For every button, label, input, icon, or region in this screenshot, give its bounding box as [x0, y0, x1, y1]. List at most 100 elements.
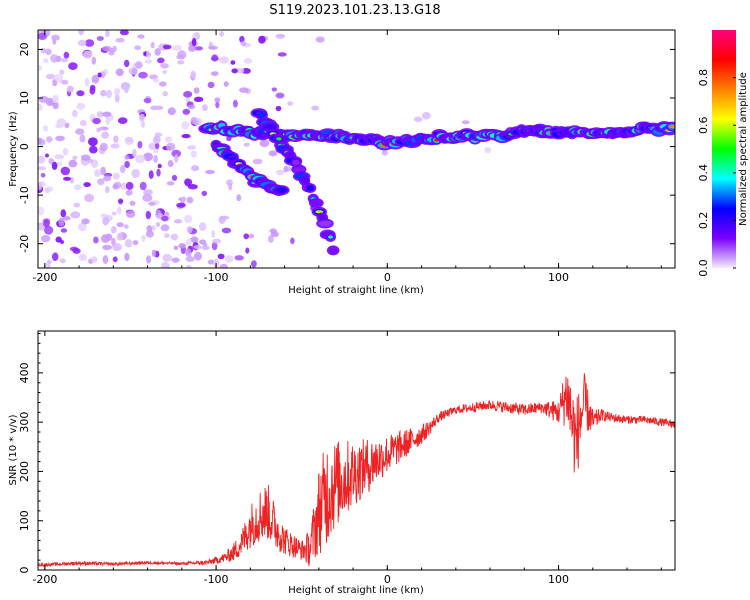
spectrogram-noise-blob	[113, 88, 121, 96]
spectrogram-noise-blob	[176, 202, 186, 208]
spectrogram-noise-blob	[207, 259, 215, 265]
spectrogram-noise-blob	[84, 193, 95, 203]
spectrogram-noise-blob	[38, 137, 43, 145]
spectrogram-noise-blob	[211, 54, 219, 62]
spectrogram-noise-blob	[315, 36, 325, 43]
spectrogram-noise-blob	[208, 45, 219, 50]
spectrogram-noise-blob	[188, 45, 196, 52]
spectrogram-noise-blob	[186, 226, 193, 234]
spectrogram-noise-blob	[145, 230, 154, 238]
spectrogram-noise-blob	[185, 248, 192, 257]
spectrogram-noise-blob	[59, 69, 65, 75]
spectrogram-noise-blob	[38, 32, 47, 40]
spectrogram-noise-blob	[148, 201, 156, 206]
spectrogram-noise-blob	[139, 181, 147, 191]
spectrogram-noise-blob	[240, 41, 247, 47]
spectrogram-noise-blob	[218, 215, 226, 224]
spectrogram-noise-blob	[160, 63, 170, 69]
spectrogram-noise-blob	[190, 70, 197, 79]
spectrogram-noise-blob	[283, 165, 289, 173]
spectrogram-ridge-peak	[276, 137, 282, 141]
spectrogram-noise-blob	[125, 181, 134, 190]
spectrogram-noise-blob	[258, 35, 266, 44]
spectrogram-noise-blob	[131, 169, 140, 178]
spectrogram-noise-blob	[184, 214, 193, 224]
spectrogram-noise-blob	[141, 234, 146, 242]
spectrogram-noise-blob	[138, 71, 148, 79]
spectrogram-ridge-cell	[328, 247, 338, 254]
spectrogram-noise-blob	[155, 142, 160, 150]
spectrogram-noise-blob	[191, 37, 197, 47]
spectrogram-noise-blob	[203, 242, 208, 247]
spectrogram-noise-blob	[193, 87, 200, 94]
spectrogram-noise-blob	[194, 46, 203, 51]
spectrogram-noise-blob	[158, 81, 167, 87]
spectrogram-noise-blob	[155, 222, 161, 227]
spectrogram-noise-blob	[211, 242, 218, 251]
spectrogram-noise-blob	[173, 219, 183, 224]
spectrogram-noise-blob	[193, 96, 204, 103]
spectrogram-noise-blob	[83, 182, 91, 188]
spectrogram-noise-blob	[239, 87, 249, 93]
colorbar: 0.0 0.2 0.4 0.6 0.8 Normalized spectral ampl…	[697, 30, 749, 277]
spectrogram-noise-blob	[199, 222, 207, 232]
spectrogram-noise-blob	[290, 237, 295, 245]
spectrogram-noise-blob	[181, 196, 187, 203]
colorbar-tick-label: 0.8	[697, 69, 710, 87]
spectrogram-noise-blob	[228, 182, 233, 191]
spectrogram-noise-blob	[268, 235, 274, 243]
spectrogram-noise-blob	[46, 259, 51, 268]
spectrogram-y-axis-title: Frequency (Hz)	[8, 111, 19, 187]
spectrogram-noise-blob	[38, 104, 43, 111]
spectrogram-noise-blob	[160, 224, 170, 232]
spectrogram-y-tick-label: -10	[18, 186, 31, 204]
spectrogram-noise-blob	[187, 104, 196, 109]
spectrogram-noise-blob	[145, 210, 151, 220]
spectrogram-noise-blob	[161, 215, 169, 222]
spectrogram-noise-blob	[43, 58, 49, 64]
spectrogram-noise-blob	[287, 101, 293, 106]
spectrogram-noise-blob	[45, 153, 49, 158]
spectrogram-noise-blob	[207, 81, 215, 89]
spectrogram-noise-blob	[275, 105, 282, 112]
spectrogram-noise-blob	[45, 136, 53, 143]
spectrogram-noise-blob	[269, 228, 278, 234]
spectrogram-noise-blob	[78, 222, 87, 232]
spectrogram-noise-blob	[59, 258, 66, 264]
spectrogram-noise-blob	[70, 211, 81, 219]
spectrogram-x-tick-label: 0	[384, 271, 391, 284]
spectrogram-x-tick-label: 100	[548, 271, 569, 284]
spectrogram-noise-blob	[116, 206, 122, 215]
spectrogram-noise-blob	[52, 101, 59, 110]
spectrogram-noise-blob	[484, 146, 492, 154]
spectrogram-noise-blob	[150, 41, 155, 49]
spectrogram-noise-blob	[103, 175, 112, 182]
spectrogram-noise-blob	[115, 37, 125, 43]
snr-x-tick-label: 100	[548, 573, 569, 586]
spectrogram-noise-blob	[102, 216, 110, 226]
spectrogram-noise-blob	[173, 233, 178, 241]
spectrogram-noise-blob	[96, 111, 104, 118]
spectrogram-noise-blob	[123, 224, 129, 229]
spectrogram-noise-blob	[245, 247, 250, 254]
spectrogram-y-tick-label: 10	[18, 91, 31, 105]
spectrogram-noise-blob	[259, 139, 270, 148]
spectrogram-noise-blob	[201, 104, 208, 112]
spectrogram-noise-blob	[84, 39, 95, 47]
spectrogram-noise-blob	[78, 30, 84, 36]
spectrogram-ridge-cell	[310, 200, 322, 206]
spectrogram-noise-blob	[271, 87, 277, 92]
spectrogram-noise-blob	[124, 252, 130, 261]
spectrogram-noise-blob	[97, 72, 102, 78]
spectrogram-marks	[38, 30, 675, 268]
spectrogram-noise-blob	[68, 62, 78, 70]
spectrogram-noise-blob	[311, 105, 319, 111]
spectrogram-noise-blob	[211, 230, 216, 238]
spectrogram-noise-blob	[102, 111, 112, 117]
spectrogram-noise-blob	[166, 142, 176, 151]
spectrogram-noise-blob	[100, 166, 106, 176]
spectrogram-noise-blob	[161, 261, 170, 268]
spectrogram-noise-blob	[167, 107, 176, 116]
spectrogram-noise-blob	[112, 256, 118, 263]
snr-y-tick-label: 400	[18, 362, 31, 383]
